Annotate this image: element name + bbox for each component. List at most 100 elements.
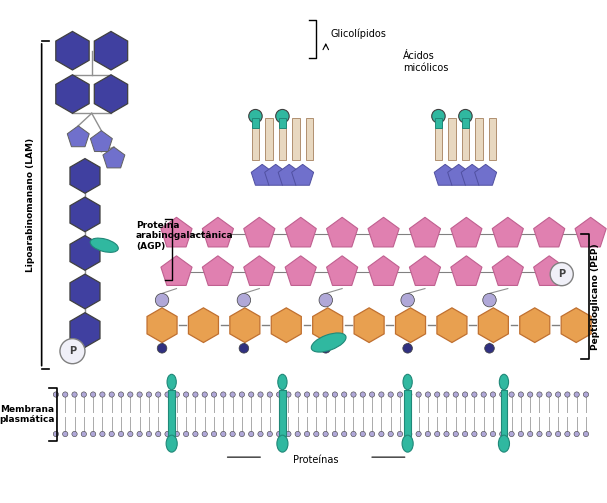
Circle shape bbox=[484, 344, 494, 353]
Circle shape bbox=[555, 432, 561, 437]
Circle shape bbox=[100, 392, 105, 397]
Circle shape bbox=[248, 432, 254, 437]
Circle shape bbox=[527, 432, 533, 437]
Circle shape bbox=[509, 392, 514, 397]
Circle shape bbox=[388, 432, 393, 437]
Circle shape bbox=[537, 432, 542, 437]
Circle shape bbox=[388, 392, 393, 397]
Polygon shape bbox=[575, 217, 606, 247]
Polygon shape bbox=[561, 308, 591, 343]
Text: Glicolípidos: Glicolípidos bbox=[331, 28, 387, 39]
Polygon shape bbox=[147, 308, 177, 343]
Bar bbox=[462, 118, 469, 128]
Circle shape bbox=[239, 344, 249, 353]
Polygon shape bbox=[70, 197, 100, 232]
Circle shape bbox=[109, 392, 114, 397]
Circle shape bbox=[463, 432, 468, 437]
Circle shape bbox=[237, 293, 251, 307]
Bar bbox=[305, 118, 313, 160]
Circle shape bbox=[332, 432, 337, 437]
Polygon shape bbox=[188, 308, 219, 343]
Circle shape bbox=[81, 392, 86, 397]
Circle shape bbox=[574, 432, 579, 437]
Text: Ácidos
micólicos: Ácidos micólicos bbox=[403, 51, 448, 73]
Circle shape bbox=[453, 432, 458, 437]
Circle shape bbox=[276, 392, 282, 397]
Ellipse shape bbox=[498, 435, 509, 452]
Circle shape bbox=[146, 392, 152, 397]
Circle shape bbox=[527, 392, 533, 397]
Circle shape bbox=[202, 432, 208, 437]
Circle shape bbox=[459, 110, 472, 123]
Polygon shape bbox=[327, 217, 358, 247]
Bar bbox=[279, 118, 287, 160]
Polygon shape bbox=[409, 217, 441, 247]
Circle shape bbox=[481, 392, 486, 397]
Circle shape bbox=[174, 432, 180, 437]
Circle shape bbox=[137, 432, 142, 437]
Text: Lipoarabinomanano (LAM): Lipoarabinomanano (LAM) bbox=[25, 138, 35, 272]
Circle shape bbox=[565, 432, 570, 437]
Text: P: P bbox=[558, 269, 565, 279]
Polygon shape bbox=[67, 126, 89, 147]
Circle shape bbox=[193, 432, 198, 437]
Bar bbox=[279, 118, 286, 128]
Polygon shape bbox=[437, 308, 467, 343]
Circle shape bbox=[211, 432, 217, 437]
Circle shape bbox=[351, 432, 356, 437]
Circle shape bbox=[267, 392, 273, 397]
Circle shape bbox=[370, 392, 375, 397]
Circle shape bbox=[518, 432, 523, 437]
Circle shape bbox=[332, 392, 337, 397]
Polygon shape bbox=[327, 256, 358, 286]
Circle shape bbox=[360, 432, 365, 437]
Circle shape bbox=[472, 392, 477, 397]
Polygon shape bbox=[56, 75, 89, 113]
Polygon shape bbox=[534, 217, 565, 247]
Bar bbox=[435, 118, 442, 128]
Circle shape bbox=[360, 392, 365, 397]
Polygon shape bbox=[451, 217, 482, 247]
Circle shape bbox=[276, 110, 289, 123]
Bar bbox=[489, 118, 497, 160]
Polygon shape bbox=[94, 31, 127, 70]
Polygon shape bbox=[278, 164, 300, 185]
Circle shape bbox=[146, 432, 152, 437]
Polygon shape bbox=[94, 75, 127, 113]
Polygon shape bbox=[70, 235, 100, 270]
Circle shape bbox=[574, 392, 579, 397]
Polygon shape bbox=[409, 256, 441, 286]
Polygon shape bbox=[291, 164, 314, 185]
Polygon shape bbox=[271, 308, 301, 343]
Circle shape bbox=[379, 392, 384, 397]
Polygon shape bbox=[70, 274, 100, 309]
Polygon shape bbox=[90, 131, 112, 151]
Bar bbox=[448, 118, 456, 160]
Circle shape bbox=[537, 392, 542, 397]
Circle shape bbox=[500, 432, 505, 437]
Bar bbox=[501, 390, 507, 436]
Ellipse shape bbox=[90, 238, 118, 253]
Polygon shape bbox=[70, 158, 100, 193]
Ellipse shape bbox=[311, 333, 346, 352]
Ellipse shape bbox=[166, 435, 177, 452]
Text: Proteínas: Proteínas bbox=[293, 455, 339, 465]
Circle shape bbox=[401, 293, 415, 307]
Circle shape bbox=[463, 392, 468, 397]
Circle shape bbox=[583, 432, 589, 437]
Polygon shape bbox=[451, 256, 482, 286]
Bar bbox=[168, 390, 175, 436]
Circle shape bbox=[267, 432, 273, 437]
Circle shape bbox=[323, 392, 328, 397]
Circle shape bbox=[276, 432, 282, 437]
Polygon shape bbox=[313, 308, 343, 343]
Circle shape bbox=[118, 432, 124, 437]
Polygon shape bbox=[368, 256, 399, 286]
Ellipse shape bbox=[278, 374, 287, 390]
Bar bbox=[279, 390, 286, 436]
Polygon shape bbox=[478, 308, 509, 343]
Polygon shape bbox=[368, 217, 399, 247]
Polygon shape bbox=[492, 217, 523, 247]
Polygon shape bbox=[475, 164, 497, 185]
Circle shape bbox=[174, 392, 180, 397]
